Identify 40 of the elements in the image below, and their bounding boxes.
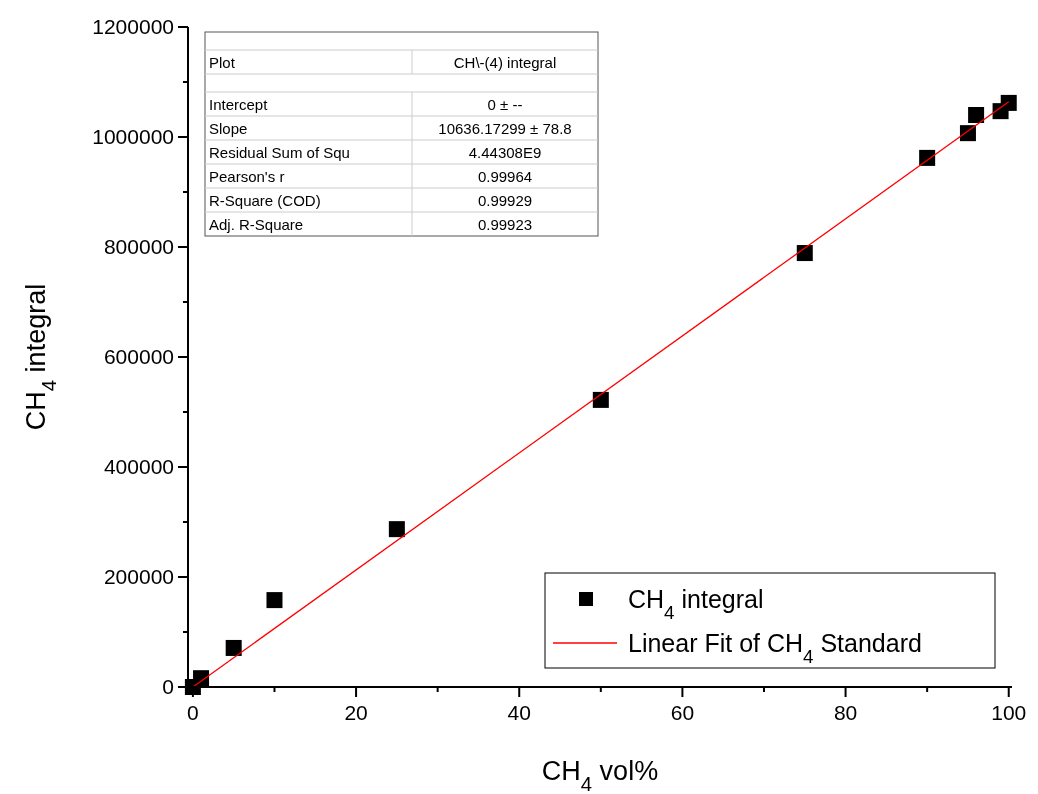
point — [796, 245, 813, 262]
point — [968, 107, 985, 123]
x-tick-label: 20 — [344, 701, 368, 724]
y-tick-label: 600000 — [103, 345, 174, 368]
annotation: Intercept — [209, 96, 269, 113]
y-tick-label: 200000 — [103, 565, 174, 588]
x-tick-label: 80 — [833, 701, 858, 724]
point — [193, 670, 210, 687]
legend-label: CH$_{4}$ integral — [628, 585, 764, 623]
y-tick-label: 800000 — [103, 235, 174, 258]
x-tick-label: 0 — [187, 701, 199, 724]
point — [919, 149, 936, 166]
point — [388, 521, 405, 538]
point — [959, 125, 976, 142]
y-tick-label: 1200000 — [92, 15, 174, 38]
annotation: R-Square (COD) — [209, 192, 321, 209]
point — [225, 639, 242, 656]
legend-label: Linear Fit of CH$_{4}$ Standard — [628, 629, 922, 667]
annotation: Slope — [209, 120, 248, 137]
annotation: 10636.17299 ± 78.8 — [438, 120, 572, 137]
y-tick-label: 400000 — [103, 455, 174, 478]
x-tick-label: 60 — [670, 701, 695, 724]
point — [266, 592, 283, 609]
y-tick-label: 1000000 — [92, 125, 174, 148]
annotation: CH\-(4) integral — [453, 54, 557, 71]
annotation: 0 ± -- — [487, 96, 523, 113]
y-tick-label: 0 — [162, 675, 174, 698]
annotation: 0.99923 — [477, 216, 533, 233]
annotation: Residual Sum of Squ — [209, 144, 350, 161]
x-axis-title: CH$_{4}$ vol% — [541, 756, 659, 794]
annotation: 0.99964 — [477, 168, 533, 185]
x-tick-label: 100 — [991, 701, 1027, 724]
x-tick-label: 40 — [507, 701, 531, 724]
annotation: Plot — [209, 54, 236, 71]
annotation: Pearson's r — [209, 168, 285, 185]
annotation: 4.44308E9 — [468, 144, 542, 161]
annotation: 0.99929 — [477, 192, 533, 209]
annotation: Adj. R-Square — [209, 216, 304, 233]
point — [1000, 94, 1017, 111]
point — [592, 391, 609, 408]
